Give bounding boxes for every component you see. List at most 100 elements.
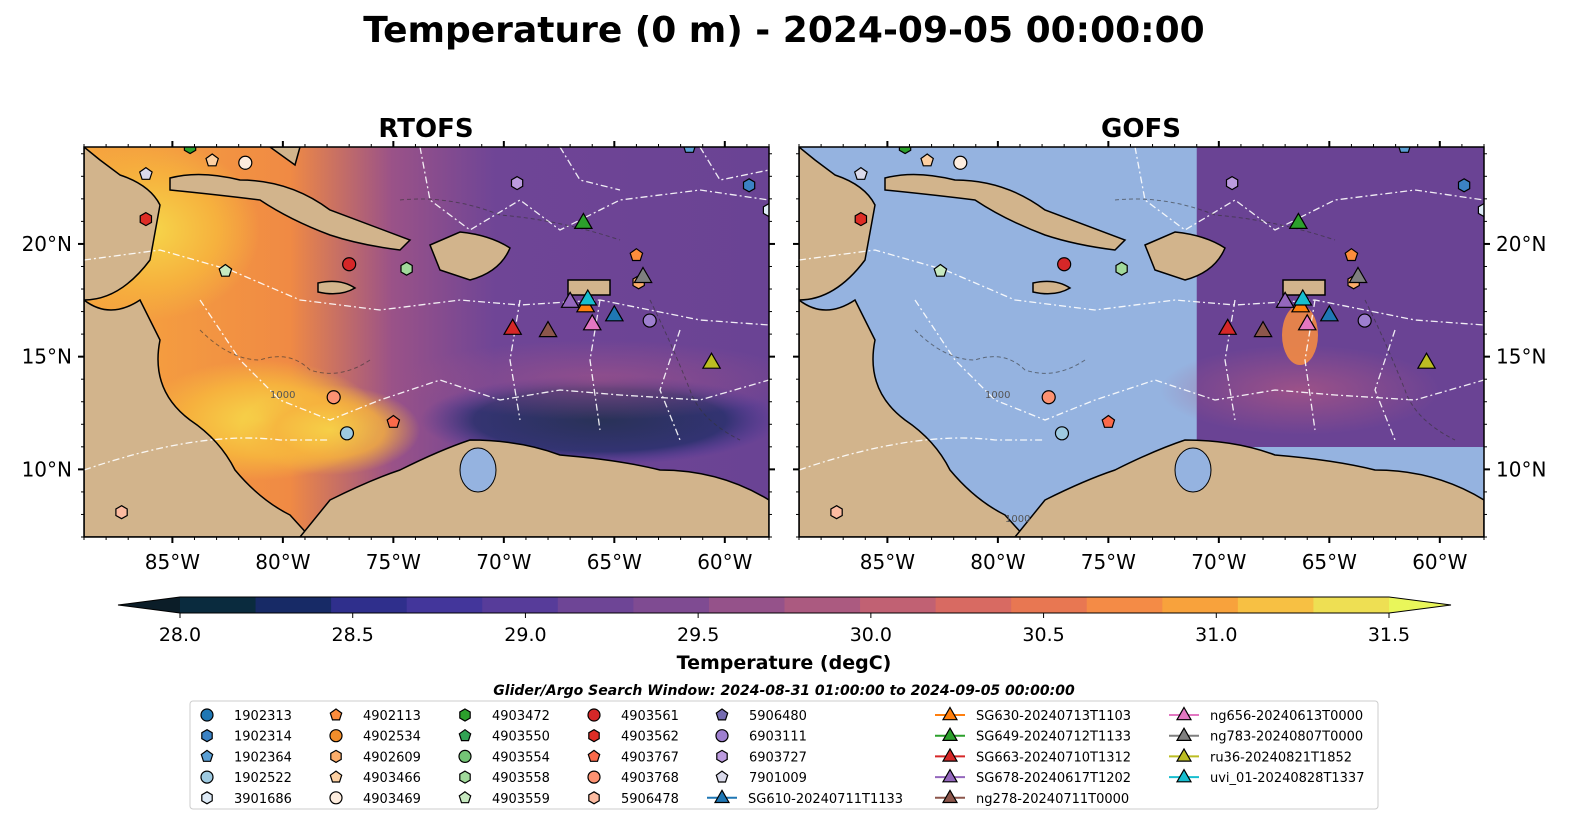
argo-float-1902522	[1054, 426, 1070, 441]
argo-float-4903562	[139, 211, 153, 227]
legend-entry: ng656-20240613T0000	[1169, 706, 1363, 724]
land-puerto-rico	[1282, 279, 1326, 296]
colorbar-segment	[1086, 597, 1163, 613]
legend-label: 1902522	[234, 771, 292, 786]
y-tick-label: 20°N	[1496, 232, 1546, 256]
legend-entries: 1902313 1902314 1902364 1902522 3901686 49021…	[200, 706, 1364, 807]
argo-float-4903472	[183, 147, 197, 155]
land-south-america	[1014, 439, 1484, 537]
legend-marker-4903558	[459, 770, 471, 784]
argo-float-4903767	[1101, 414, 1116, 428]
rtofs-frame	[83, 146, 770, 538]
eez-line	[799, 249, 1484, 326]
glider-ng656-20240613T0000	[582, 313, 602, 331]
rtofs-title: RTOFS	[378, 114, 473, 144]
legend-label: 4903559	[492, 792, 550, 807]
legend-entry: 4903472	[459, 708, 550, 724]
legend-entry: 4903767	[587, 749, 679, 765]
x-tick-label: 80°W	[255, 550, 310, 574]
argo-float-1902313	[1429, 71, 1442, 84]
legend-marker-1902522	[200, 770, 214, 784]
eez-line	[1224, 299, 1396, 441]
legend-label: 4903561	[621, 709, 679, 724]
legend-label: 6903111	[749, 730, 807, 745]
legend-entry: 4903469	[329, 791, 421, 807]
x-tick-label: 70°W	[1191, 550, 1246, 574]
x-tick-label: 60°W	[1412, 550, 1467, 574]
legend-entry: SG649-20240712T1133	[935, 726, 1131, 745]
rtofs-land	[84, 147, 769, 537]
land-central-america	[799, 298, 1027, 537]
legend-marker-4903472	[459, 708, 471, 722]
land-cuba	[884, 173, 1127, 251]
y-tick-label: 20°N	[22, 232, 72, 256]
legend-marker-SG663-20240710T1312	[941, 747, 959, 762]
legend-label: 4903472	[492, 709, 550, 724]
legend-label: uvi_01-20240828T1337	[1210, 771, 1364, 786]
colorbar-tick-label: 31.5	[1368, 624, 1410, 646]
land-cuba	[169, 173, 412, 251]
lake-maracaibo	[1174, 447, 1212, 493]
colorbar: 28.0 28.5 29.0 29.5 30.0 30.5 31.0 31.5 Tempera…	[117, 596, 1452, 674]
legend-entry: SG678-20240617T1202	[935, 768, 1131, 786]
legend-label: SG663-20240710T1312	[976, 750, 1131, 765]
legend-label: 3901686	[234, 792, 292, 807]
isobath	[1364, 299, 1456, 441]
gofs-magenta-band	[1160, 345, 1440, 435]
land-puerto-rico	[567, 279, 611, 296]
legend-label: ng278-20240711T0000	[976, 792, 1129, 807]
glider-SG663-20240710T1312	[1217, 318, 1238, 335]
gofs-title: GOFS	[1101, 114, 1181, 144]
legend-entry: 4903554	[458, 749, 550, 765]
legend-marker-1902364	[200, 749, 214, 762]
gofs-eez-boundaries	[799, 147, 1484, 471]
argo-float-4903466	[205, 153, 220, 167]
x-tick-label: 70°W	[476, 550, 531, 574]
legend-marker-4903562	[588, 729, 600, 743]
legend-entry: 1902314	[201, 729, 292, 745]
glider-uvi_01-20240828T1337	[578, 288, 598, 306]
legend-entry: SG663-20240710T1312	[935, 747, 1131, 765]
colorbar-segment	[255, 597, 332, 613]
colorbar-tick-label: 31.0	[1195, 624, 1237, 646]
legend-label: 4903767	[621, 750, 679, 765]
legend-entry: 1902522	[200, 770, 292, 786]
isobath	[399, 198, 621, 241]
land-yucatan	[799, 147, 876, 301]
argo-float-4903554	[1106, 98, 1119, 111]
x-tick-label: 65°W	[587, 550, 642, 574]
rtofs-map: 1000	[84, 147, 769, 537]
glider-ng783-20240807T0000	[1348, 266, 1368, 284]
eez-line	[84, 249, 769, 326]
eez-line	[799, 437, 1045, 471]
gofs-panel: GOFS	[793, 71, 1546, 574]
legend-entry: SG630-20240713T1103	[935, 706, 1131, 724]
land-south-america	[299, 439, 769, 537]
colorbar-tick-label: 28.0	[159, 624, 201, 646]
legend-label: 5906478	[621, 792, 679, 807]
legend-label: 4903768	[621, 771, 679, 786]
legend-marker-uvi_01-20240828T1337	[1175, 768, 1193, 783]
legend-entry: 4903558	[459, 770, 550, 786]
legend-label: SG678-20240617T1202	[976, 771, 1131, 786]
eez-line	[509, 299, 681, 441]
colorbar-tick-label: 28.5	[332, 624, 374, 646]
argo-float-1902364	[683, 147, 696, 153]
legend-box	[189, 700, 1379, 810]
legend-marker-1902314	[201, 729, 213, 743]
argo-float-4903559	[933, 263, 948, 277]
x-tick-label: 75°W	[366, 550, 421, 574]
legend-entry: SG610-20240711T1133	[707, 789, 903, 807]
legend-marker-3901686	[201, 791, 213, 805]
argo-float-7901009	[853, 166, 868, 180]
land-central-america	[84, 298, 312, 537]
rtofs-panel: RTOFS	[22, 114, 775, 574]
legend-label: ng783-20240807T0000	[1210, 730, 1363, 745]
colorbar-segment	[180, 597, 257, 613]
legend: 1902313 1902314 1902364 1902522 3901686 49021…	[189, 700, 1379, 810]
glider-SG678-20240617T1202	[560, 291, 580, 308]
legend-label: 4902609	[363, 750, 421, 765]
argo-float-6903727	[1225, 175, 1239, 191]
gofs-isobaths	[914, 198, 1456, 441]
x-tick-label: 65°W	[1302, 550, 1357, 574]
